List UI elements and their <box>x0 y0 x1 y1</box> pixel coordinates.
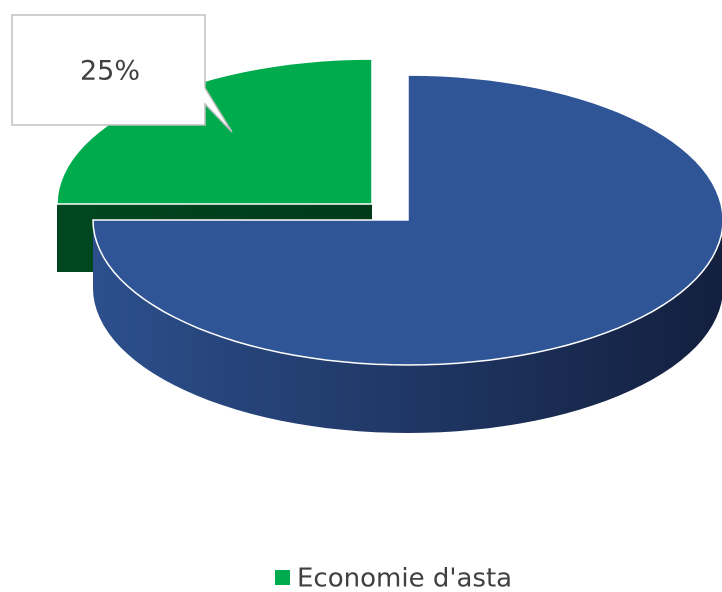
data-label: 25% <box>80 56 140 87</box>
legend-swatch <box>275 570 290 585</box>
slice-side <box>93 220 722 433</box>
legend-label: Economie d'asta <box>297 564 512 592</box>
slice <box>92 74 722 366</box>
data-label-box <box>11 14 233 133</box>
